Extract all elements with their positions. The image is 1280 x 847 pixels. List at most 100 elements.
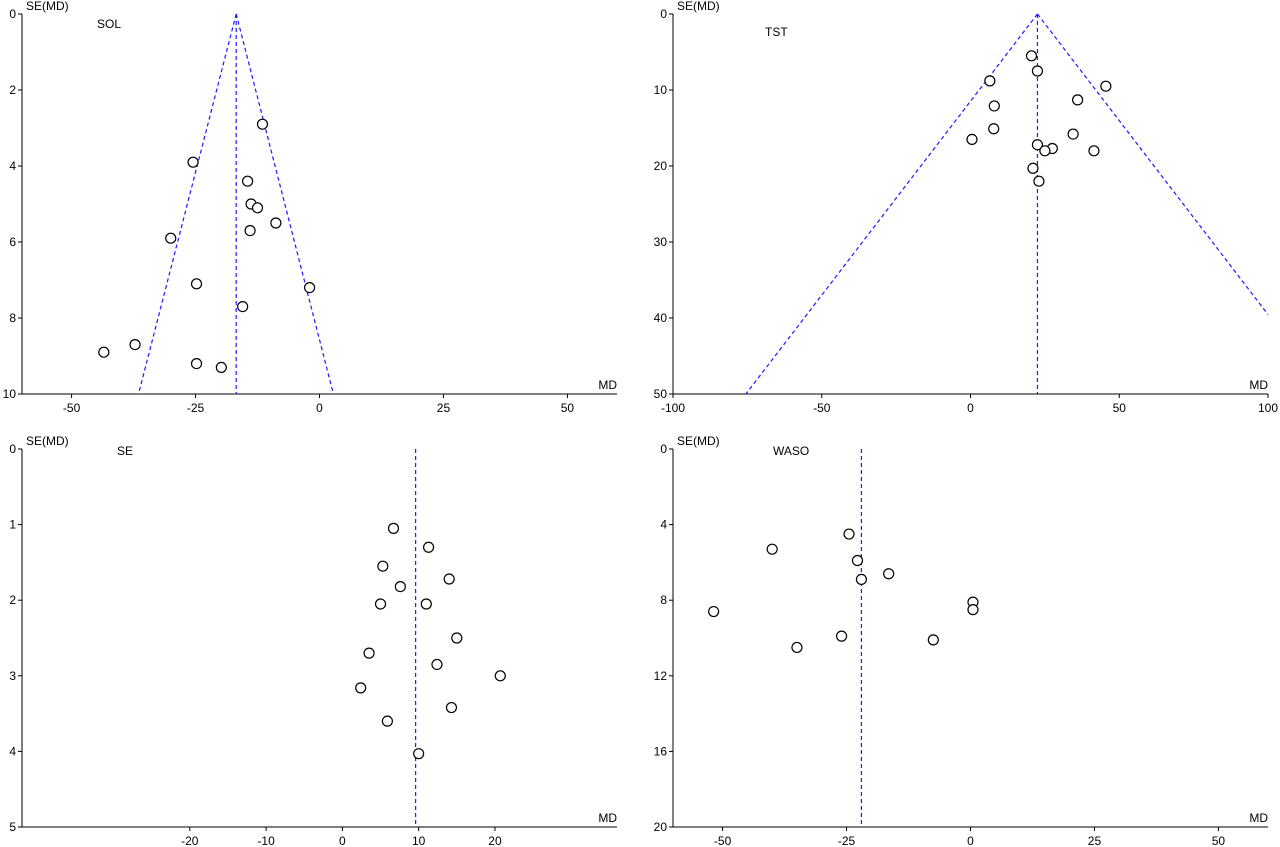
study-point: [851, 554, 864, 567]
study-point: [766, 543, 778, 555]
y-tick-label: 40: [654, 311, 668, 325]
y-tick-label: 2: [9, 593, 16, 607]
study-point: [1031, 65, 1044, 77]
x-tick-label: 100: [1258, 401, 1278, 415]
funnel-left-limit: [137, 13, 237, 395]
y-axis-label: SE(MD): [677, 0, 720, 13]
study-point: [445, 701, 458, 714]
study-point: [1100, 80, 1112, 92]
study-point: [355, 682, 367, 694]
panel-title: TST: [765, 25, 788, 39]
y-tick-label: 8: [9, 311, 16, 325]
study-point: [1067, 128, 1079, 140]
study-point: [242, 175, 254, 187]
study-point: [835, 630, 848, 642]
x-tick-label: -20: [181, 834, 199, 847]
study-point: [966, 133, 978, 145]
y-tick-label: 10: [654, 83, 668, 97]
y-tick-label: 0: [9, 442, 16, 456]
y-axis-label: SE(MD): [677, 434, 720, 448]
x-tick-label: 25: [437, 401, 451, 415]
panel-title: WASO: [773, 444, 809, 458]
y-tick-label: 12: [654, 669, 668, 683]
x-tick-label: 10: [412, 834, 426, 847]
funnel-right-limit: [1036, 13, 1269, 315]
study-point: [422, 541, 435, 553]
study-point: [270, 217, 282, 229]
study-point: [165, 232, 177, 244]
panel-title: SOL: [97, 17, 121, 31]
study-point: [363, 647, 375, 659]
study-point: [988, 100, 1000, 112]
study-point: [1025, 50, 1038, 62]
study-point: [187, 156, 199, 168]
x-tick-label: 25: [1088, 834, 1102, 847]
y-tick-label: 3: [9, 669, 16, 683]
study-point: [1033, 175, 1045, 187]
study-point: [967, 604, 979, 616]
y-tick-label: 50: [654, 387, 668, 401]
x-tick-label: 0: [967, 401, 974, 415]
study-point: [855, 573, 868, 586]
x-tick-label: 50: [1113, 401, 1127, 415]
study-point: [190, 278, 203, 290]
study-point: [927, 634, 939, 646]
se-funnel-plot: 0 1 2 3 4 5 -20 -10 0 10 20 SE(MD) MD SE: [9, 434, 617, 847]
x-tick-label: -25: [838, 834, 856, 847]
y-tick-label: 2: [9, 83, 16, 97]
study-point: [1031, 139, 1044, 151]
study-point: [883, 568, 895, 580]
y-tick-label: 16: [654, 744, 668, 758]
x-axis-label: MD: [598, 811, 617, 825]
study-point: [190, 358, 203, 370]
y-tick-label: 20: [654, 159, 668, 173]
x-tick-label: -10: [257, 834, 275, 847]
y-axis-label: SE(MD): [26, 434, 69, 448]
y-tick-label: 0: [660, 7, 667, 21]
study-point: [988, 123, 1000, 135]
x-axis-label: MD: [1249, 811, 1268, 825]
study-point: [413, 748, 425, 760]
y-tick-label: 30: [654, 235, 668, 249]
study-point: [237, 301, 249, 313]
study-point: [377, 560, 389, 572]
x-tick-label: -50: [63, 401, 81, 415]
study-point: [215, 361, 227, 373]
x-tick-label: 20: [488, 834, 502, 847]
funnel-left-limit: [745, 13, 1038, 395]
study-point: [494, 670, 506, 682]
y-tick-label: 20: [654, 820, 668, 834]
study-point: [98, 346, 110, 358]
x-tick-label: 50: [1212, 834, 1226, 847]
study-point: [1039, 145, 1051, 157]
waso-funnel-plot: 0 4 8 12 16 20 -50 -25 0 25 50 SE(MD) MD WASO: [654, 434, 1269, 847]
study-point: [251, 202, 264, 214]
study-point: [1088, 145, 1100, 157]
study-point: [451, 632, 463, 644]
funnel-right-limit: [235, 13, 334, 395]
study-point: [256, 118, 269, 130]
study-point: [129, 339, 141, 351]
x-tick-label: -50: [714, 834, 732, 847]
y-tick-label: 5: [9, 820, 16, 834]
x-tick-label: -100: [661, 401, 685, 415]
x-tick-label: -50: [813, 401, 831, 415]
study-point: [431, 658, 443, 671]
y-tick-label: 0: [660, 442, 667, 456]
y-tick-label: 0: [9, 7, 16, 21]
x-axis-label: MD: [598, 378, 617, 392]
study-point: [244, 225, 256, 237]
y-tick-label: 4: [9, 159, 16, 173]
study-point: [394, 580, 406, 593]
study-point: [387, 522, 400, 534]
y-tick-label: 6: [9, 235, 16, 249]
study-point: [443, 573, 455, 585]
study-point: [303, 282, 316, 294]
study-point: [381, 715, 393, 727]
y-tick-label: 10: [3, 387, 17, 401]
study-point: [420, 598, 432, 610]
y-tick-label: 4: [9, 744, 16, 758]
study-point: [1027, 162, 1039, 174]
